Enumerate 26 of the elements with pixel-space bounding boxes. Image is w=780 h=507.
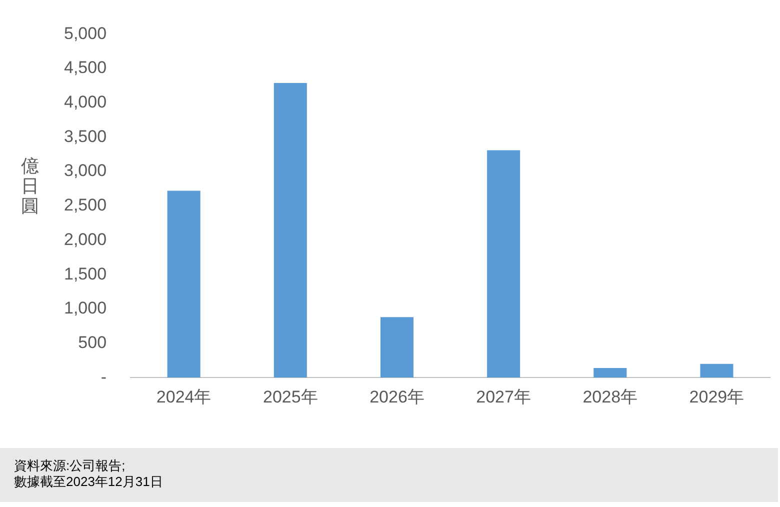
x-tick-label: 2025年 <box>262 387 318 406</box>
y-tick-label: 1,500 <box>64 264 107 284</box>
x-tick-label: 2027年 <box>476 387 531 406</box>
bar <box>487 150 520 378</box>
y-tick-label: 3,500 <box>64 126 107 146</box>
y-tick-label: - <box>100 367 107 386</box>
y-tick-label: 5,000 <box>64 24 107 43</box>
bar <box>700 364 734 378</box>
y-tick-label: 1,000 <box>64 298 107 318</box>
x-tick-label: 2024年 <box>156 387 212 406</box>
y-tick-label: 2,000 <box>64 230 107 249</box>
source-note: 資料來源:公司報告; <box>14 458 126 474</box>
x-tick-label: 2028年 <box>582 387 638 406</box>
y-tick-label: 3,000 <box>64 161 107 180</box>
bar <box>380 317 414 378</box>
bar <box>594 368 627 378</box>
y-axis-title: 億日圓 <box>20 156 40 216</box>
x-tick-label: 2029年 <box>689 387 744 406</box>
text: 數據截至2023年12月31日 <box>14 474 164 490</box>
y-tick-label: 4,500 <box>64 58 107 78</box>
y-tick-label: 500 <box>78 332 107 352</box>
x-tick-label: 2026年 <box>370 387 424 406</box>
y-tick-label: 4,000 <box>64 92 107 112</box>
bar <box>167 190 200 378</box>
bar <box>274 82 307 378</box>
y-tick-label: 2,500 <box>64 196 107 215</box>
